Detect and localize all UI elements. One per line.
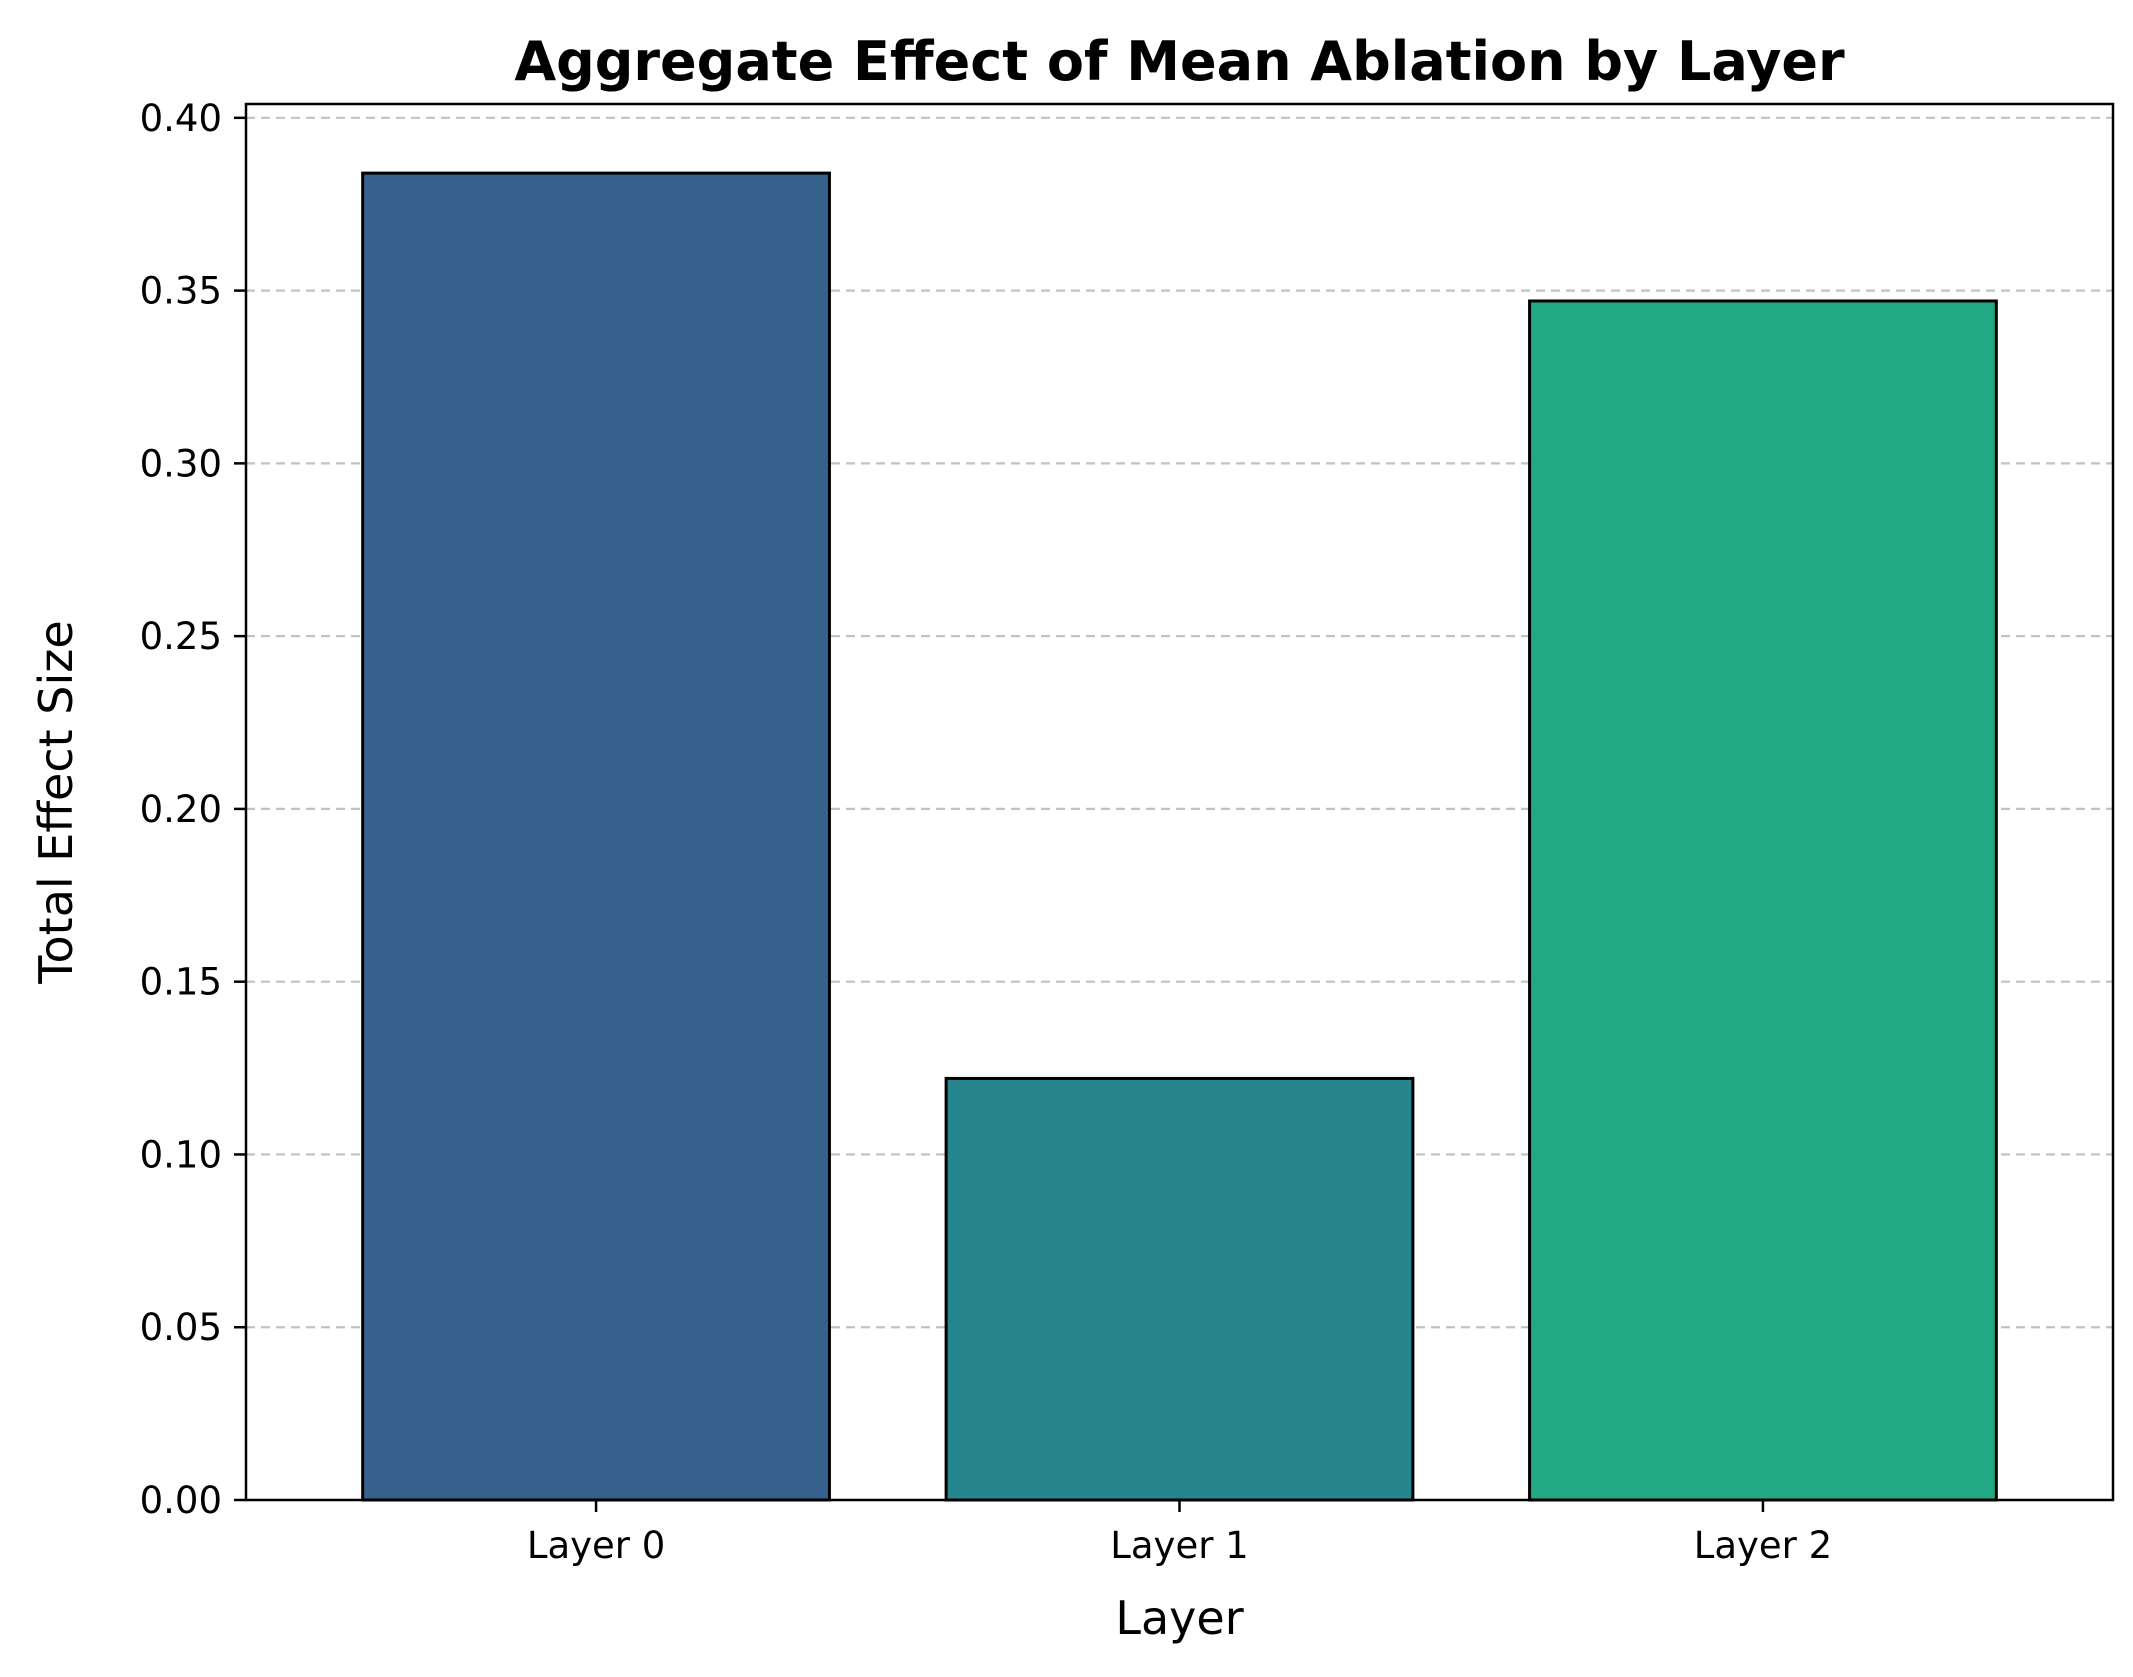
y-tick-label: 0.30 xyxy=(140,442,222,485)
x-tick-label: Layer 2 xyxy=(1694,1524,1832,1567)
bar-layer-1 xyxy=(944,1076,1415,1502)
y-tick-label: 0.20 xyxy=(140,788,222,831)
y-axis-label: Total Effect Size xyxy=(29,620,83,985)
y-axis-ticks: 0.00 0.05 0.10 0.15 0.20 0.25 0.30 0.35 0.40 xyxy=(140,97,246,1522)
y-tick-label: 0.25 xyxy=(140,615,222,658)
y-tick-label: 0.15 xyxy=(140,961,222,1004)
x-axis-ticks: Layer 0 Layer 1 Layer 2 xyxy=(527,1500,1832,1567)
x-axis-label: Layer xyxy=(1115,1591,1243,1645)
x-tick-label: Layer 0 xyxy=(527,1524,665,1567)
y-tick-label: 0.40 xyxy=(140,97,222,140)
y-tick-label: 0.10 xyxy=(140,1133,222,1176)
chart-title: Aggregate Effect of Mean Ablation by Lay… xyxy=(514,30,1845,93)
y-tick-label: 0.35 xyxy=(140,270,222,313)
y-tick-label: 0.05 xyxy=(140,1306,222,1349)
x-tick-label: Layer 1 xyxy=(1110,1524,1248,1567)
y-tick-label: 0.00 xyxy=(140,1479,222,1522)
bars xyxy=(361,171,1998,1502)
bar-layer-2 xyxy=(1528,299,1998,1502)
bar-layer-0 xyxy=(361,171,831,1502)
